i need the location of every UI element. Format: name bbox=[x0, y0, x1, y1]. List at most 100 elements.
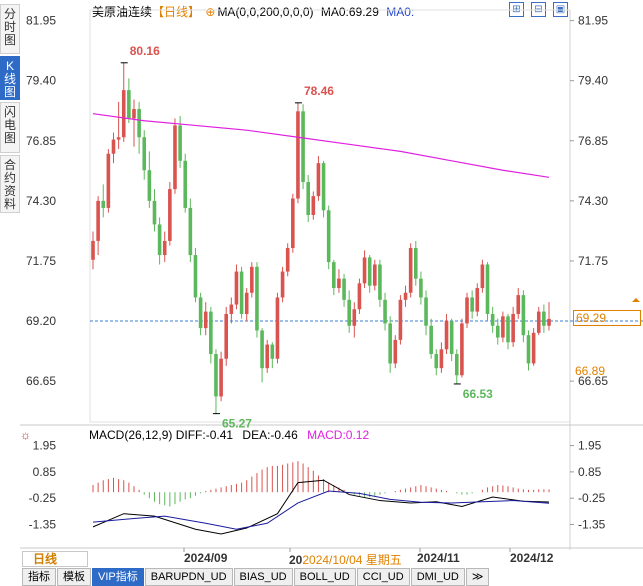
period-button[interactable]: 日线 bbox=[22, 551, 88, 567]
candle-body bbox=[178, 125, 182, 161]
indicator-toolbar: 指标 模板 VIP指标 BARUPDN_UD BIAS_UD BOLL_UD C… bbox=[22, 568, 490, 586]
candle-body bbox=[403, 292, 408, 300]
price-tick-right: 74.30 bbox=[578, 194, 608, 208]
candle-body bbox=[439, 349, 444, 369]
candle-body bbox=[326, 210, 331, 263]
candle-body bbox=[424, 297, 428, 326]
candle-body bbox=[444, 321, 449, 350]
tab-boll[interactable]: BOLL_UD bbox=[293, 568, 356, 586]
period-label: 【日线】 bbox=[152, 5, 201, 19]
price-tick-right: 71.75 bbox=[578, 254, 608, 268]
candle-body bbox=[337, 278, 341, 289]
candle-body bbox=[147, 170, 152, 201]
tab-templates[interactable]: 模板 bbox=[57, 568, 91, 586]
ma-value: MA0:69.29 bbox=[320, 5, 379, 19]
candle-body bbox=[342, 278, 346, 300]
price-tick-right: 81.95 bbox=[578, 14, 608, 28]
price-tick-left: 81.95 bbox=[26, 14, 56, 28]
candle-body bbox=[383, 299, 387, 324]
price-tick-left: 69.20 bbox=[26, 314, 56, 328]
extreme-label: 78.46 bbox=[304, 84, 334, 98]
date-label-dec: 2024/12 bbox=[510, 551, 554, 565]
macd-header: ☼ MACD(26,12,9) DIFF:-0.41 DEA:-0.46 MACD… bbox=[20, 428, 369, 442]
candle-body bbox=[219, 358, 223, 397]
macd-tick-left: 0.85 bbox=[33, 465, 57, 479]
circle-plus-icon[interactable]: ⊕ bbox=[205, 5, 216, 19]
candle-body bbox=[142, 137, 147, 171]
side-tab-3[interactable]: 合约资料 bbox=[0, 155, 20, 213]
tab-vip-indicators[interactable]: VIP指标 bbox=[92, 568, 144, 586]
candle-body bbox=[188, 207, 193, 256]
more-tabs-icon[interactable]: ≫ bbox=[465, 568, 490, 586]
candle-body bbox=[224, 313, 229, 359]
candle-body bbox=[162, 240, 167, 256]
price-tick-left: 74.30 bbox=[26, 194, 56, 208]
macd-tick-left: -1.35 bbox=[29, 517, 57, 531]
candle-body bbox=[127, 90, 131, 119]
candle-body bbox=[111, 139, 116, 154]
candle-body bbox=[408, 247, 413, 293]
price-tick-left: 76.85 bbox=[26, 134, 56, 148]
tab-cci[interactable]: CCI_UD bbox=[356, 568, 410, 586]
candle-body bbox=[316, 163, 321, 197]
candle-body bbox=[285, 247, 290, 272]
candle-body bbox=[531, 332, 536, 364]
candle-body bbox=[536, 311, 541, 333]
candle-body bbox=[542, 311, 546, 326]
price-tick-right: 76.85 bbox=[578, 134, 608, 148]
candle-body bbox=[265, 344, 270, 369]
candle-body bbox=[362, 257, 367, 284]
candle-body bbox=[311, 196, 316, 215]
macd-label: MACD(26,12,9) bbox=[89, 428, 173, 442]
candle-body bbox=[132, 108, 136, 119]
macd-dea: DEA:-0.46 bbox=[242, 428, 298, 442]
price-tick-left: 71.75 bbox=[26, 254, 56, 268]
candle-body bbox=[260, 330, 264, 369]
candle-body bbox=[183, 160, 188, 208]
macd-tick-right: -0.25 bbox=[578, 491, 606, 505]
macd-value: MACD:0.12 bbox=[307, 428, 370, 442]
candle-body bbox=[357, 283, 362, 310]
macd-tick-right: 0.85 bbox=[578, 465, 602, 479]
tab-barupdn[interactable]: BARUPDN_UD bbox=[144, 568, 233, 586]
candle-body bbox=[521, 295, 526, 336]
price-tick-right: 66.65 bbox=[578, 374, 608, 388]
candle-body bbox=[250, 266, 254, 293]
candle-body bbox=[506, 316, 510, 343]
date-label-sep: 2024/09 bbox=[184, 551, 228, 565]
candle-body bbox=[101, 200, 106, 208]
side-tab-0[interactable]: 分时图 bbox=[0, 4, 20, 54]
macd-tick-right: -1.35 bbox=[578, 517, 606, 531]
candle-body bbox=[157, 224, 162, 256]
candle-body bbox=[193, 255, 198, 298]
candle-body bbox=[429, 325, 433, 355]
candle-body bbox=[485, 264, 490, 314]
extreme-label: 80.16 bbox=[130, 44, 160, 58]
tab-bias[interactable]: BIAS_UD bbox=[233, 568, 293, 586]
tab-dmi[interactable]: DMI_UD bbox=[410, 568, 465, 586]
date-label-nov: 2024/11 bbox=[417, 551, 460, 565]
candle-body bbox=[121, 90, 126, 138]
macd-settings-icon[interactable]: ☼ bbox=[20, 428, 31, 442]
candle-body bbox=[526, 335, 531, 364]
ma-value-empty: MA0: bbox=[386, 5, 415, 19]
tab-indicators[interactable]: 指标 bbox=[22, 568, 56, 586]
candle-body bbox=[347, 299, 351, 326]
candle-body bbox=[352, 309, 357, 326]
candle-body bbox=[203, 311, 208, 329]
candle-body bbox=[388, 323, 392, 364]
macd-diff-line bbox=[92, 479, 550, 535]
candle-body bbox=[91, 240, 95, 260]
candle-body bbox=[465, 297, 469, 324]
candle-body bbox=[413, 247, 418, 279]
side-tab-2[interactable]: 闪电图 bbox=[0, 102, 20, 153]
candle-body bbox=[547, 318, 551, 326]
candle-body bbox=[244, 292, 249, 314]
extreme-label: 65.27 bbox=[222, 417, 252, 431]
candle-body bbox=[470, 297, 474, 312]
date-cursor: 202024/10/04 星期五 bbox=[289, 551, 402, 568]
candle-body bbox=[480, 264, 485, 289]
candle-body bbox=[454, 354, 459, 376]
